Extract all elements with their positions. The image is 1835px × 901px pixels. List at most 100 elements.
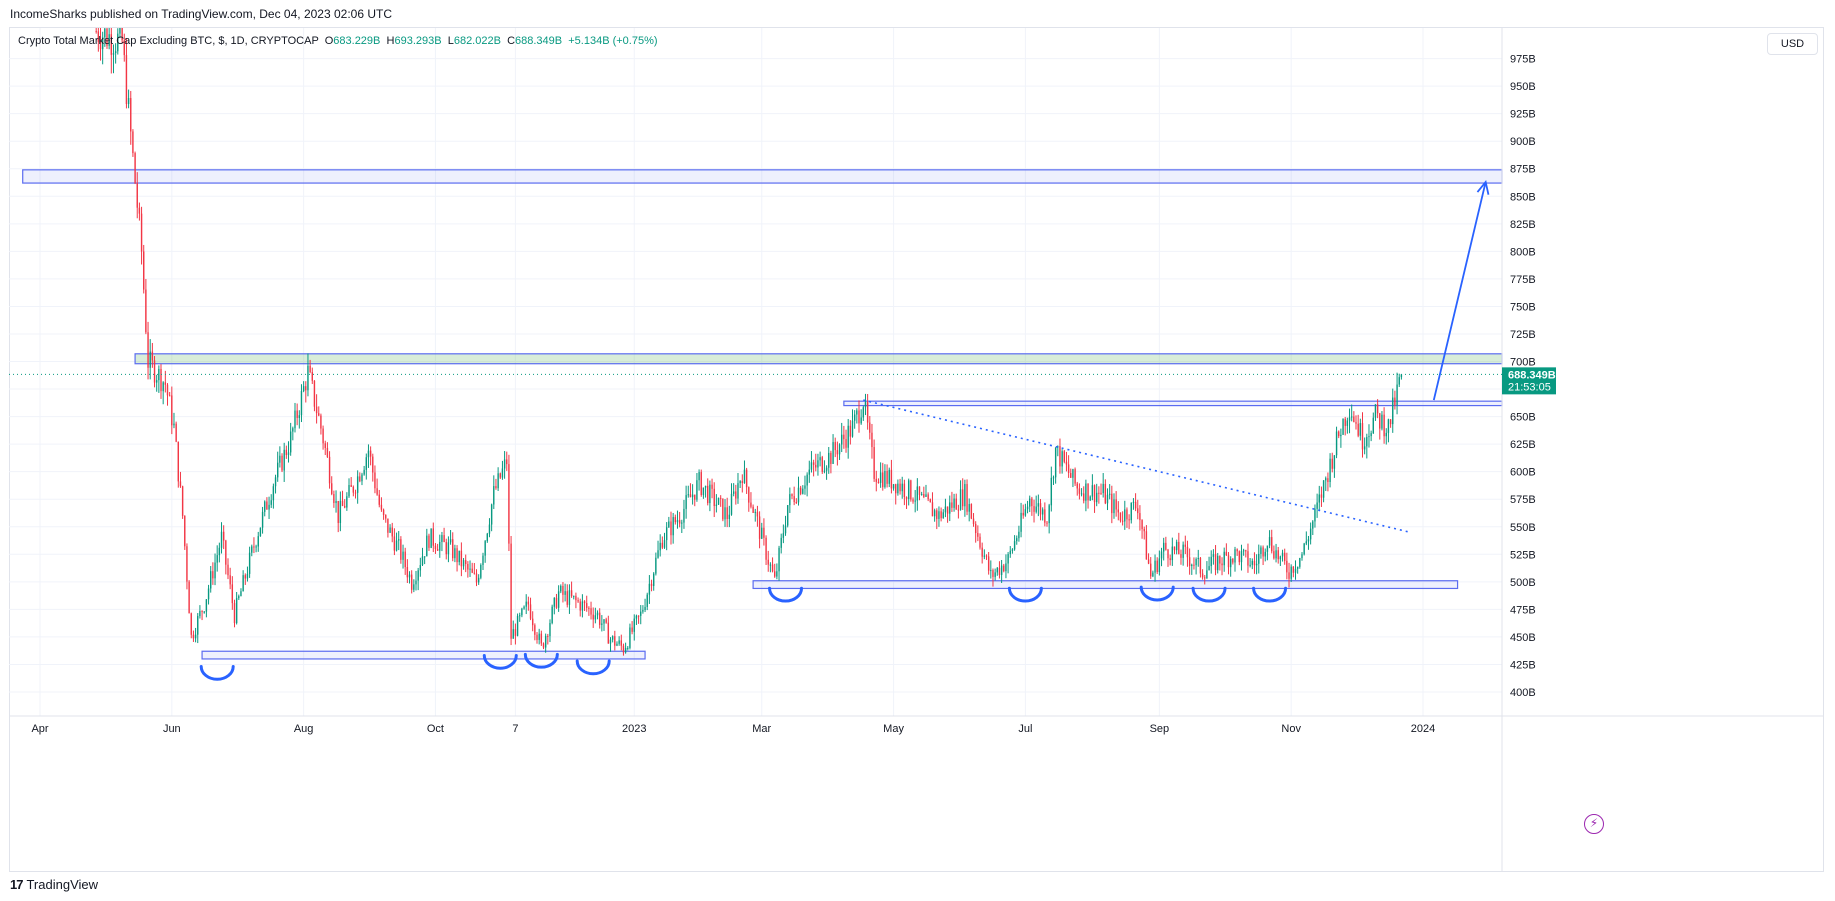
candle-body [1156, 560, 1158, 573]
candle-body [1121, 520, 1124, 522]
candle-body [354, 492, 357, 494]
candle-body [553, 597, 556, 607]
chart-frame[interactable] [9, 27, 1824, 872]
candle-layer [95, 28, 1403, 656]
candle-body [110, 34, 113, 55]
bottom-arc [199, 664, 235, 681]
legend: Crypto Total Market Cap Excluding BTC, $… [18, 35, 658, 47]
candle-body [287, 452, 290, 456]
candle-body [1363, 446, 1366, 450]
candle-body [1258, 553, 1260, 564]
candle-body [395, 540, 398, 551]
candle-body [858, 410, 860, 424]
candle-body [1208, 566, 1210, 571]
candle-body [1067, 464, 1070, 474]
y-tick-label: 700B [1510, 357, 1536, 369]
candle-body [1322, 480, 1325, 498]
lightning-icon[interactable]: ⚡ [1584, 814, 1604, 834]
candle-body [1206, 570, 1208, 579]
candle-body [300, 391, 303, 416]
candle-body [175, 423, 177, 442]
candle-body [1197, 557, 1199, 560]
candle-body [847, 425, 849, 448]
candle-body [1251, 560, 1253, 565]
candle-body [722, 498, 724, 520]
candle-body [266, 501, 268, 510]
candle-body [564, 591, 566, 595]
candle-body [490, 504, 493, 525]
candle-body [538, 633, 540, 640]
candle-body [1005, 563, 1007, 572]
candle-body [730, 493, 733, 515]
candle-body [1137, 508, 1139, 514]
zone-support-500 [752, 580, 1459, 590]
candle-body [877, 481, 880, 483]
candle-body [791, 494, 793, 497]
candle-body [132, 131, 134, 154]
candle-body [283, 449, 285, 471]
candle-body [789, 494, 791, 506]
candle-body [1048, 505, 1050, 524]
candle-body [923, 494, 925, 497]
x-tick-label: Jun [163, 723, 181, 735]
candle-body [996, 567, 998, 573]
candle-body [817, 460, 819, 468]
candle-body [663, 540, 666, 548]
candle-body [242, 575, 244, 592]
candle-body [108, 34, 110, 46]
candle-body [341, 500, 344, 506]
candle-body [482, 555, 484, 565]
candle-body [938, 511, 940, 519]
candle-body [620, 640, 622, 646]
candle-body [815, 464, 817, 468]
candle-body [1227, 555, 1230, 568]
candle-body [1359, 423, 1362, 436]
candle-body [629, 627, 631, 648]
candle-body [162, 382, 164, 392]
candle-body [192, 634, 195, 639]
candle-body [1193, 564, 1195, 566]
candle-body [562, 585, 564, 595]
candle-body [1212, 554, 1215, 557]
legend-symbol[interactable]: Crypto Total Market Cap Excluding BTC, $… [18, 35, 319, 47]
candle-body [503, 459, 506, 469]
zone-support-430 [201, 650, 646, 660]
candle-body [1013, 541, 1016, 550]
candle-body [557, 591, 560, 608]
tradingview-logo[interactable]: 17 TradingView [10, 877, 98, 892]
candle-body [495, 486, 497, 489]
currency-button[interactable]: USD [1767, 33, 1818, 55]
candle-body [845, 439, 847, 448]
candle-body [1277, 550, 1279, 560]
candle-body [957, 509, 960, 511]
candle-body [1039, 503, 1042, 515]
candle-body [512, 629, 514, 639]
candle-body [337, 500, 339, 523]
candle-body [339, 500, 342, 523]
candle-body [529, 604, 532, 619]
candle-body [869, 422, 871, 433]
candle-body [866, 402, 869, 423]
candle-body [462, 560, 465, 567]
candle-body [551, 606, 553, 623]
candle-body [216, 555, 218, 563]
candle-body [1117, 509, 1120, 513]
candle-body [1260, 547, 1262, 554]
candle-body [117, 33, 119, 52]
candle-body [825, 467, 828, 471]
candle-body [970, 504, 973, 519]
candle-body [406, 567, 409, 578]
candle-body [555, 597, 558, 608]
target-arrow [1432, 181, 1487, 401]
candle-body [549, 622, 551, 637]
candle-body [875, 478, 877, 482]
candle-body [1225, 551, 1228, 556]
candle-body [1093, 485, 1096, 503]
candle-body [1255, 563, 1258, 566]
candle-body [819, 457, 821, 461]
candle-body [309, 365, 311, 373]
candle-body [853, 414, 856, 421]
candle-body [1158, 558, 1161, 573]
candle-body [197, 616, 199, 635]
